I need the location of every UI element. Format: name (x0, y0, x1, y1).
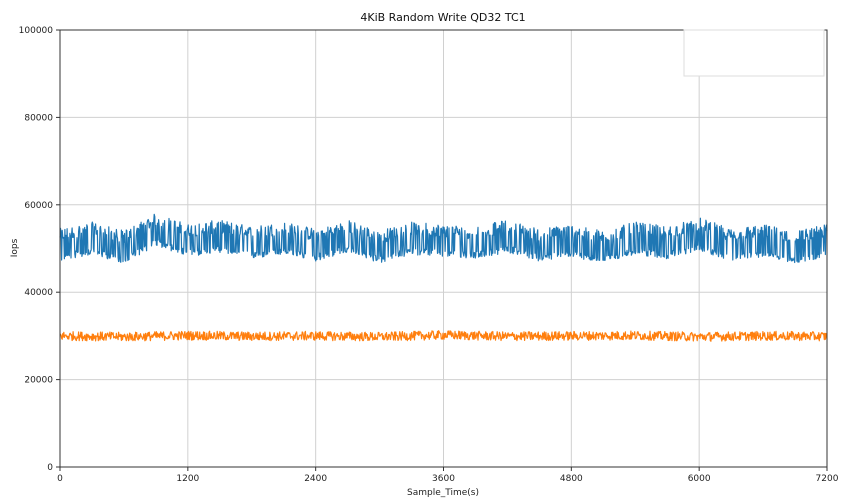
series-line-1 (59, 213, 828, 264)
y-tick-label: 60000 (24, 201, 53, 211)
y-tick-label: 100000 (19, 26, 54, 36)
x-axis-label: Sample_Time(s) (407, 488, 479, 498)
x-tick-label: 6000 (688, 474, 711, 484)
x-tick-label: 2400 (304, 474, 327, 484)
chart-title: 4KiB Random Write QD32 TC1 (360, 11, 525, 24)
legend-box (683, 29, 825, 77)
x-tick-label: 4800 (560, 474, 583, 484)
axis-ticks: 0 1200 2400 3600 4800 6000 7200 0 20000 40000 6000… (19, 26, 839, 484)
y-tick-label: 80000 (24, 113, 53, 123)
y-axis-label: Iops (10, 238, 20, 257)
x-tick-label: 1200 (176, 474, 199, 484)
x-tick-label: 7200 (816, 474, 839, 484)
series-layer (59, 213, 828, 342)
y-tick-label: 20000 (24, 376, 53, 386)
x-tick-label: 0 (57, 474, 63, 484)
x-tick-label: 3600 (432, 474, 455, 484)
y-tick-label: 0 (47, 463, 53, 473)
y-tick-label: 40000 (24, 288, 53, 298)
series-line-2 (59, 330, 828, 342)
